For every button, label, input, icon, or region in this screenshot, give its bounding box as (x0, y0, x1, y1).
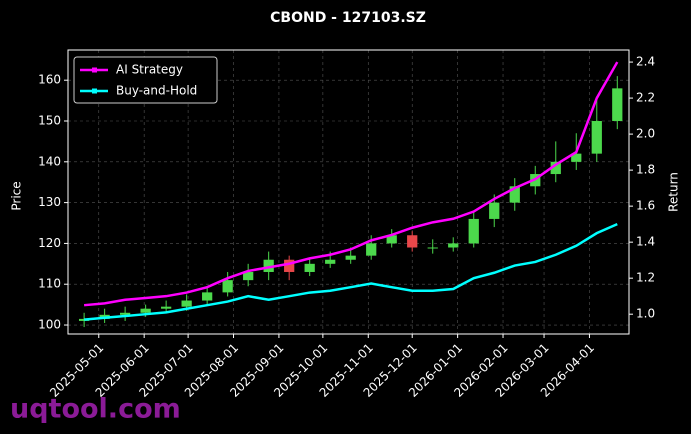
candle-body (550, 161, 561, 175)
y-tick-label: 110 (38, 277, 61, 291)
candle-body (448, 243, 459, 248)
candle-body (181, 300, 192, 307)
candle-body (222, 280, 233, 293)
candle-body (366, 243, 377, 256)
candle-body (202, 292, 213, 301)
candle-body (284, 259, 295, 272)
y2-tick-label: 2.4 (636, 55, 655, 69)
y-axis-label: Price (10, 181, 24, 210)
y2-tick-label: 2.2 (636, 91, 655, 105)
candle-body (571, 153, 582, 162)
y2-tick-label: 1.8 (636, 163, 655, 177)
legend-marker (92, 67, 97, 73)
candle-body (386, 235, 397, 244)
series-line (84, 223, 618, 321)
y-tick-label: 140 (38, 154, 61, 168)
legend-box (73, 56, 218, 104)
legend-marker (92, 88, 97, 94)
candle-body (489, 202, 500, 219)
chart-title: CBOND - 127103.SZ (270, 10, 426, 26)
candle-body (243, 271, 254, 281)
candle-body (304, 263, 315, 272)
y-tick-label: 130 (38, 195, 61, 209)
y-tick-label: 160 (38, 73, 61, 87)
candle-body (161, 306, 172, 309)
y-tick-label: 120 (38, 236, 61, 250)
watermark: uqtool.com (10, 394, 181, 425)
y-tick-label: 100 (38, 318, 61, 332)
candle-body (325, 259, 336, 264)
candle-body (119, 312, 131, 315)
series-line (84, 61, 619, 307)
y2-axis-label: Return (667, 172, 681, 212)
y2-tick-label: 1.6 (636, 199, 655, 213)
y2-tick-label: 1.0 (636, 307, 655, 321)
candle-body (427, 247, 438, 249)
y2-tick-label: 2.0 (636, 127, 655, 141)
candle-body (78, 318, 90, 321)
plot-frame (67, 49, 630, 335)
candle-body (591, 121, 602, 154)
candle-body (140, 308, 151, 313)
candle-body (509, 186, 520, 203)
candle-body (345, 255, 356, 260)
legend-label: Buy-and-Hold (116, 84, 197, 98)
y2-tick-label: 1.2 (636, 271, 655, 285)
candle-body (407, 235, 418, 248)
y-tick-label: 150 (38, 114, 61, 128)
legend-label: AI Strategy (116, 63, 183, 77)
candle-body (468, 218, 479, 244)
y2-tick-label: 1.4 (636, 235, 655, 249)
candle-body (263, 259, 274, 272)
candle-body (612, 88, 623, 121)
